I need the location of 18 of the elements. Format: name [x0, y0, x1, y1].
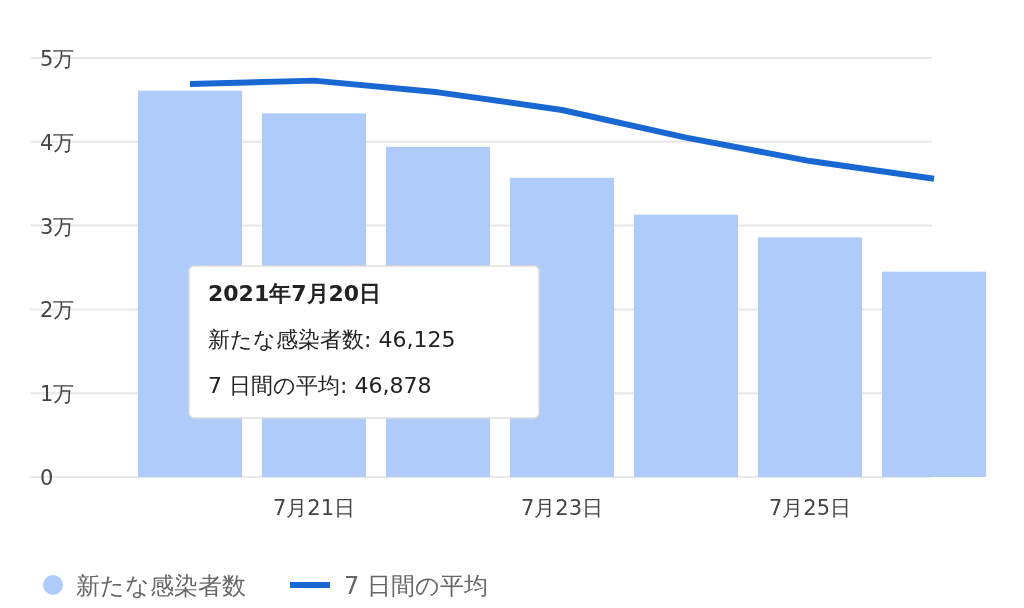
- bar: [633, 214, 739, 477]
- annotation: 7 日間の平均: 46,878: [208, 373, 432, 398]
- y-tick-label: 4万: [40, 130, 75, 155]
- y-tick-label: 5万: [40, 47, 75, 71]
- legend-label: 新たな感染者数: [76, 572, 246, 600]
- annotation: 2021年7月20日: [208, 281, 382, 306]
- bar: [881, 271, 987, 477]
- x-tick-label: 7月23日: [520, 496, 604, 520]
- x-tick-label: 7月21日: [272, 496, 356, 520]
- y-tick-label: 3万: [40, 214, 75, 239]
- legend-label: 7 日間の平均: [344, 572, 488, 600]
- x-tick-label: 7月25日: [768, 496, 852, 520]
- annotation: 新たな感染者数: 46,125: [208, 327, 456, 352]
- y-tick-label: 0: [40, 466, 54, 490]
- y-tick-label: 1万: [40, 382, 75, 407]
- tooltip: 2021年7月20日 新たな感染者数: 46,125 7 日間の平均: 46,878: [188, 265, 540, 419]
- y-tick-label: 2万: [40, 298, 75, 323]
- bar: [757, 237, 863, 477]
